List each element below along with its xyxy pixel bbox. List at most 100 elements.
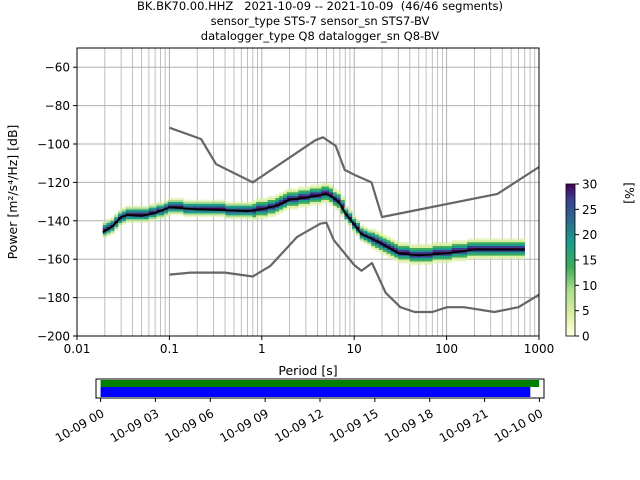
density-cell xyxy=(213,203,219,206)
density-cell xyxy=(325,184,330,187)
density-cell xyxy=(160,211,165,214)
density-cell xyxy=(252,205,257,208)
density-cell xyxy=(386,236,391,239)
density-cell xyxy=(405,255,410,258)
density-cell xyxy=(470,257,476,260)
density-cell xyxy=(221,199,226,202)
density-cell xyxy=(455,257,460,260)
density-cell xyxy=(271,199,276,202)
density-cell xyxy=(520,241,525,245)
density-cell xyxy=(352,216,357,220)
density-cell xyxy=(478,257,483,260)
density-cell xyxy=(313,201,318,204)
colorbar-tick-label: 25 xyxy=(582,203,597,217)
density-cell xyxy=(171,197,176,200)
density-cell xyxy=(490,238,495,241)
density-cell xyxy=(421,255,426,258)
density-cell xyxy=(125,218,130,222)
density-cell xyxy=(118,211,123,214)
density-cell xyxy=(494,255,499,258)
density-cell xyxy=(394,257,399,260)
density-cell xyxy=(375,247,380,250)
density-cell xyxy=(409,255,414,258)
density-cell xyxy=(390,243,395,247)
density-cell xyxy=(424,251,430,254)
density-cell xyxy=(294,201,299,204)
density-cell xyxy=(237,203,242,206)
density-cell xyxy=(221,201,226,204)
density-cell xyxy=(217,205,222,208)
density-cell xyxy=(344,209,349,212)
density-cell xyxy=(275,199,280,202)
density-cell xyxy=(171,205,176,208)
density-cell xyxy=(382,240,387,243)
density-cell xyxy=(455,247,460,250)
density-cell xyxy=(240,216,245,220)
coverage-tick-label: 10-09 03 xyxy=(108,406,162,445)
density-cell xyxy=(187,203,192,206)
density-cell xyxy=(298,199,303,202)
density-cell xyxy=(194,211,199,214)
density-cell xyxy=(279,192,284,195)
density-cell xyxy=(141,218,146,222)
density-cell xyxy=(470,243,476,247)
density-cell xyxy=(144,205,150,208)
density-cell xyxy=(451,241,456,245)
density-cell xyxy=(263,211,268,214)
density-cell xyxy=(486,240,491,243)
density-cell xyxy=(432,259,437,262)
density-cell xyxy=(363,232,368,235)
density-cell xyxy=(382,247,387,250)
density-cell xyxy=(363,240,368,243)
density-cell xyxy=(386,243,391,247)
density-cell xyxy=(283,207,288,210)
density-cell xyxy=(405,261,410,264)
density-cell xyxy=(183,209,188,212)
density-cell xyxy=(371,228,376,231)
density-cell xyxy=(517,251,522,254)
density-cell xyxy=(294,195,299,199)
density-cell xyxy=(401,259,407,262)
density-cell xyxy=(118,218,123,222)
coverage-tick-label: 10-10 00 xyxy=(492,406,546,445)
density-cell xyxy=(286,195,292,199)
density-cell xyxy=(202,215,207,218)
density-cell xyxy=(294,203,299,206)
density-cell xyxy=(494,245,499,248)
density-cell xyxy=(486,253,491,256)
density-cell xyxy=(256,205,261,208)
density-cell xyxy=(129,211,134,214)
density-cell xyxy=(470,249,476,252)
density-cell xyxy=(382,253,387,256)
density-cell xyxy=(202,211,207,214)
density-cell xyxy=(421,251,426,254)
density-cell xyxy=(144,218,150,222)
density-cell xyxy=(321,197,326,200)
density-cell xyxy=(440,251,445,254)
density-cell xyxy=(156,207,161,210)
density-cell xyxy=(494,243,499,247)
density-cell xyxy=(451,253,456,256)
density-cell xyxy=(267,215,272,218)
density-cell xyxy=(252,199,257,202)
density-cell xyxy=(386,251,391,254)
density-cell xyxy=(490,245,495,248)
density-cell xyxy=(190,199,196,202)
density-cell xyxy=(447,249,453,252)
density-cell xyxy=(137,209,142,212)
density-cell xyxy=(271,201,276,204)
density-cell xyxy=(106,230,111,233)
density-cell xyxy=(256,211,261,214)
density-cell xyxy=(421,261,426,264)
density-cell xyxy=(298,195,303,199)
density-cell xyxy=(474,238,479,241)
density-cell xyxy=(348,209,353,212)
density-cell xyxy=(267,203,272,206)
density-cell xyxy=(501,240,506,243)
density-cell xyxy=(478,238,483,241)
density-cell xyxy=(317,186,322,189)
density-cell xyxy=(125,220,130,224)
density-cell xyxy=(390,255,395,258)
density-cell xyxy=(421,243,426,247)
density-cell xyxy=(497,243,502,247)
